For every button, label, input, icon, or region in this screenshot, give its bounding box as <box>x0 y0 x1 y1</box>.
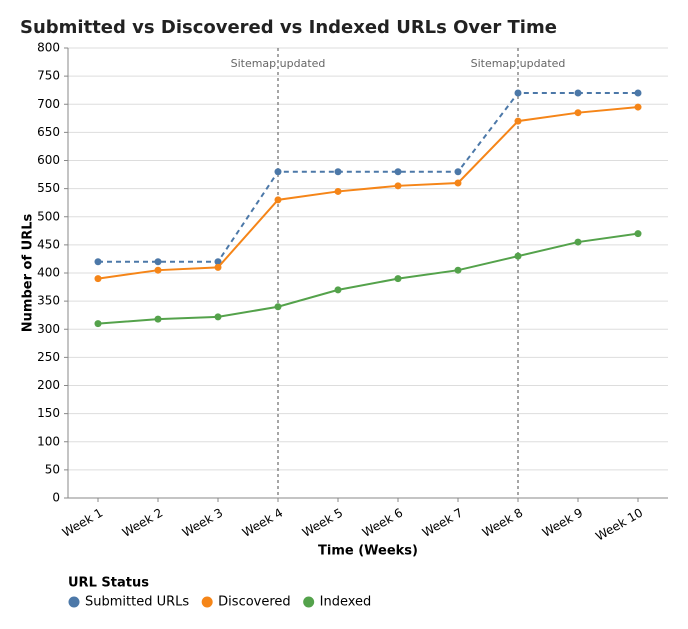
x-tick-label: Week 9 <box>540 506 585 540</box>
x-tick-label: Week 2 <box>120 506 165 540</box>
data-point <box>634 103 642 111</box>
y-tick-label: 150 <box>37 406 60 420</box>
series-line <box>98 92 638 263</box>
legend-label: Indexed <box>320 595 372 610</box>
data-point <box>274 168 282 176</box>
legend-label: Discovered <box>218 595 291 610</box>
legend-label: Submitted URLs <box>85 595 189 610</box>
y-tick-label: 700 <box>37 97 60 111</box>
data-point <box>94 275 102 283</box>
data-point <box>574 109 582 117</box>
y-tick-label: 200 <box>37 378 60 392</box>
legend-marker <box>303 596 315 608</box>
data-point <box>214 263 222 271</box>
chart-title: Submitted vs Discovered vs Indexed URLs … <box>20 17 557 38</box>
data-point <box>334 168 342 176</box>
data-point <box>94 320 102 328</box>
data-point <box>634 89 642 97</box>
x-tick-label: Week 3 <box>180 506 225 540</box>
y-tick-label: 350 <box>37 294 60 308</box>
x-tick-label: Week 1 <box>60 506 105 540</box>
y-tick-label: 500 <box>37 209 60 223</box>
data-point <box>514 89 522 97</box>
legend-title: URL Status <box>68 576 149 591</box>
data-point <box>214 313 222 321</box>
y-tick-label: 0 <box>52 491 60 505</box>
x-tick-label: Week 7 <box>420 506 465 540</box>
y-tick-label: 250 <box>37 350 60 364</box>
data-point <box>94 258 102 266</box>
data-point <box>454 168 462 176</box>
data-point <box>274 303 282 311</box>
data-point <box>514 252 522 260</box>
data-point <box>334 187 342 195</box>
x-tick-label: Week 10 <box>593 506 645 544</box>
y-tick-label: 800 <box>37 41 60 55</box>
data-point <box>634 230 642 238</box>
series-line <box>97 232 639 325</box>
data-point <box>394 168 402 176</box>
data-point <box>334 286 342 294</box>
y-tick-label: 750 <box>37 69 60 83</box>
data-point <box>274 196 282 204</box>
y-tick-label: 650 <box>37 125 60 139</box>
annotation-label: Sitemap updated <box>471 57 566 70</box>
x-tick-label: Week 8 <box>480 506 525 540</box>
data-point <box>454 179 462 187</box>
legend-marker <box>68 596 80 608</box>
data-point <box>394 182 402 190</box>
data-point <box>214 258 222 266</box>
x-tick-label: Week 5 <box>300 506 345 540</box>
x-tick-label: Week 6 <box>360 506 405 540</box>
y-tick-label: 450 <box>37 237 60 251</box>
y-tick-label: 100 <box>37 434 60 448</box>
data-point <box>154 258 162 266</box>
data-point <box>454 266 462 274</box>
data-point <box>574 89 582 97</box>
y-axis-label: Number of URLs <box>21 214 36 333</box>
data-point <box>394 275 402 283</box>
series-line <box>97 106 639 280</box>
data-point <box>514 117 522 125</box>
data-point <box>574 238 582 246</box>
data-point <box>154 266 162 274</box>
x-tick-label: Week 4 <box>240 506 285 540</box>
y-tick-label: 300 <box>37 322 60 336</box>
legend-marker <box>201 596 213 608</box>
y-tick-label: 600 <box>37 153 60 167</box>
x-axis-label: Time (Weeks) <box>318 544 418 559</box>
y-tick-label: 400 <box>37 266 60 280</box>
y-tick-label: 50 <box>45 462 60 476</box>
data-point <box>154 315 162 323</box>
y-tick-label: 550 <box>37 181 60 195</box>
annotation-label: Sitemap updated <box>231 57 326 70</box>
